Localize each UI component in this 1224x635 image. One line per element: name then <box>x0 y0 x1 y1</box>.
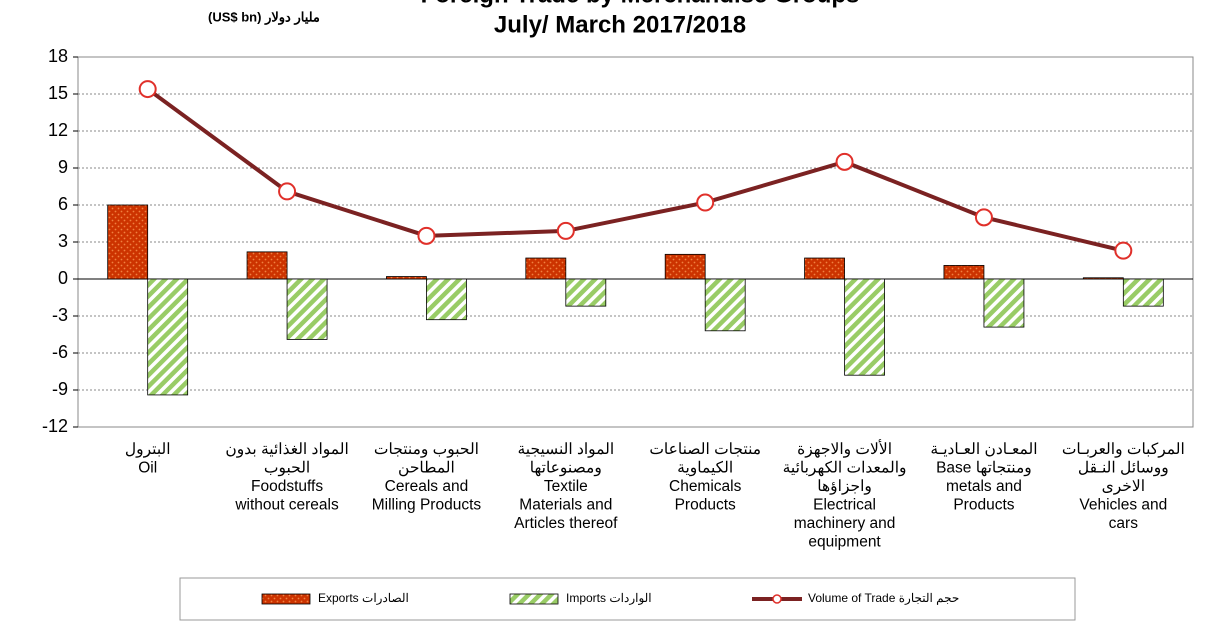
line-marker <box>835 152 854 171</box>
y-tick-label: 15 <box>48 83 68 103</box>
bar <box>147 278 189 396</box>
y-tick-label: -6 <box>52 342 68 362</box>
line-marker <box>417 226 436 245</box>
x-tick-label: Articles thereof <box>514 515 618 532</box>
y-tick-label: 3 <box>58 231 68 251</box>
y-tick-label: 18 <box>48 46 68 66</box>
bar <box>525 257 567 280</box>
x-tick-label: Milling Products <box>372 497 482 514</box>
bar <box>286 278 328 340</box>
x-tick-label: cars <box>1109 515 1139 532</box>
bar <box>565 278 607 307</box>
y-tick-label: -12 <box>42 416 68 436</box>
x-tick-label: والمعدات الكهربائية <box>783 460 907 477</box>
y-tick-label: -3 <box>52 305 68 325</box>
y-tick-label: 12 <box>48 120 68 140</box>
x-tick-label: Products <box>675 497 736 514</box>
line-marker <box>974 208 993 227</box>
legend-swatch <box>509 593 559 605</box>
legend-box <box>179 577 1076 621</box>
x-tick-label: الحبوب <box>264 460 310 477</box>
x-tick-label: Products <box>953 497 1014 514</box>
y-tick-label: 6 <box>58 194 68 214</box>
x-tick-label: Materials and <box>519 497 612 514</box>
bar <box>804 257 845 280</box>
x-tick-label: ووسائل النـقل <box>1078 460 1169 477</box>
x-tick-label: Foodstuffs <box>251 478 323 495</box>
bar <box>943 265 985 280</box>
bar <box>107 204 149 280</box>
legend-swatch <box>261 593 311 605</box>
x-tick-label: الكيماوية <box>677 460 733 477</box>
x-tick-label: ومصنوعاتها <box>530 460 602 477</box>
x-tick-label: Cereals and <box>385 478 469 495</box>
x-tick-label: المطاحن <box>398 460 455 477</box>
x-tick-label: واجزاؤها <box>817 478 872 495</box>
x-tick-label: Chemicals <box>669 478 742 495</box>
line-marker <box>278 182 297 201</box>
bar <box>704 278 746 332</box>
chart-title: Foreign Trade by Merchandise Groups <box>421 0 860 8</box>
bar <box>1122 278 1164 307</box>
legend-label: Imports الواردات <box>566 591 652 605</box>
x-tick-label: machinery and <box>794 515 896 532</box>
line-marker <box>1114 241 1133 260</box>
x-tick-label: الألات والاجهزة <box>797 439 892 458</box>
y-tick-label: 9 <box>58 157 68 177</box>
x-tick-label: الاخرى <box>1102 478 1145 495</box>
legend-label: Exports الصادرات <box>318 591 409 605</box>
bar <box>1082 277 1124 280</box>
trade-line <box>146 87 1124 253</box>
x-tick-label: metals and <box>946 478 1022 495</box>
x-tick-label: Vehicles and <box>1079 497 1167 514</box>
chart-subtitle: July/ March 2017/2018 <box>494 11 746 38</box>
x-tick-label: Electrical <box>813 497 876 514</box>
bar <box>386 276 427 280</box>
bar <box>983 278 1025 328</box>
y-tick-label: 0 <box>58 268 68 288</box>
x-tick-label: المواد الغذائية بدون <box>225 441 348 458</box>
bar <box>426 278 467 321</box>
bar <box>246 251 288 280</box>
bar <box>664 253 706 280</box>
x-tick-label: المعـادن العـاديـة <box>930 441 1037 458</box>
x-tick-label: المواد النسيجية <box>517 441 614 458</box>
x-tick-label: البترول <box>125 441 171 458</box>
y-tick-label: -9 <box>52 379 68 399</box>
legend-swatch <box>772 594 782 604</box>
x-tick-label: Oil <box>138 460 157 477</box>
line-marker <box>696 193 715 212</box>
x-tick-label: equipment <box>808 534 881 551</box>
bar <box>844 278 885 376</box>
x-tick-label: المركبات والعربـات <box>1062 441 1185 458</box>
y-axis-label: مليار دولار (US$ bn) <box>208 9 320 25</box>
x-tick-label: Textile <box>544 478 588 495</box>
line-marker <box>138 80 157 99</box>
legend-label: Volume of Trade حجم التجارة <box>808 591 959 605</box>
line-marker <box>556 221 575 240</box>
x-tick-label: منتجات الصناعات <box>649 441 761 458</box>
x-tick-label: الحبوب ومنتجات <box>374 441 479 458</box>
x-tick-label: without cereals <box>234 497 339 514</box>
x-tick-label: Base ومنتجاتها <box>936 460 1032 477</box>
